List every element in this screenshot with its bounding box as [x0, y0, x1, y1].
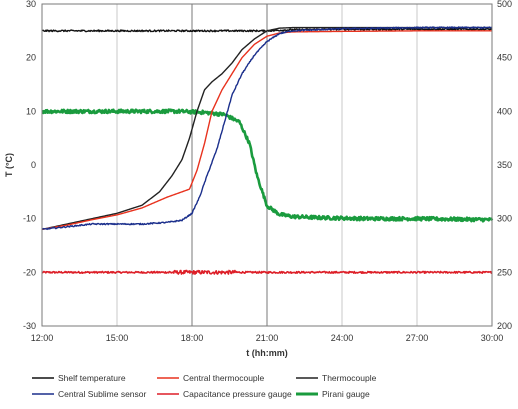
legend: Shelf temperature Central thermocouple The… [32, 373, 377, 399]
y-tick-label: 30 [26, 0, 36, 9]
y-tick-label: -20 [23, 267, 36, 277]
y-tick-label: -10 [23, 214, 36, 224]
x-tick-label: 27:00 [406, 333, 429, 343]
grid-layer [116, 4, 418, 326]
x-tick-label: 15:00 [106, 333, 129, 343]
x-tick-label: 12:00 [31, 333, 54, 343]
series-line [41, 269, 493, 275]
series-line [41, 30, 493, 231]
x-tick-label: 21:00 [256, 333, 279, 343]
y2-tick-label: 250 [497, 267, 512, 277]
legend-label: Pirani gauge [322, 389, 370, 399]
y2-tick-label: 300 [497, 214, 512, 224]
y-tick-label: -30 [23, 321, 36, 331]
axes-layer [41, 3, 493, 327]
series-line [41, 108, 494, 223]
y-axis-title: T (°C) [4, 153, 14, 177]
y2-tick-label: 450 [497, 53, 512, 63]
legend-label: Central Sublime sensor [58, 389, 147, 399]
y2-tick-label: 350 [497, 160, 512, 170]
y-tick-label: 10 [26, 106, 36, 116]
y2-tick-label: 200 [497, 321, 512, 331]
legend-label: Central thermocouple [183, 373, 265, 383]
y-tick-label: 0 [31, 160, 36, 170]
x-axis-title: t (hh:mm) [246, 348, 288, 358]
plot-frame [41, 3, 493, 327]
ticks-layer: 12:00 15:00 18:00 21:00 24:00 27:00 30:00 -30 -2… [23, 0, 512, 343]
series-layer [41, 26, 494, 275]
x-tick-label: 24:00 [331, 333, 354, 343]
y2-tick-label: 500 [497, 0, 512, 9]
series-line [41, 26, 493, 231]
x-tick-label: 18:00 [181, 333, 204, 343]
legend-label: Shelf temperature [58, 373, 126, 383]
y-tick-label: 20 [26, 53, 36, 63]
y2-tick-label: 400 [497, 106, 512, 116]
legend-label: Capacitance pressure gauge [183, 389, 292, 399]
legend-label: Thermocouple [322, 373, 377, 383]
x-tick-label: 30:00 [481, 333, 504, 343]
